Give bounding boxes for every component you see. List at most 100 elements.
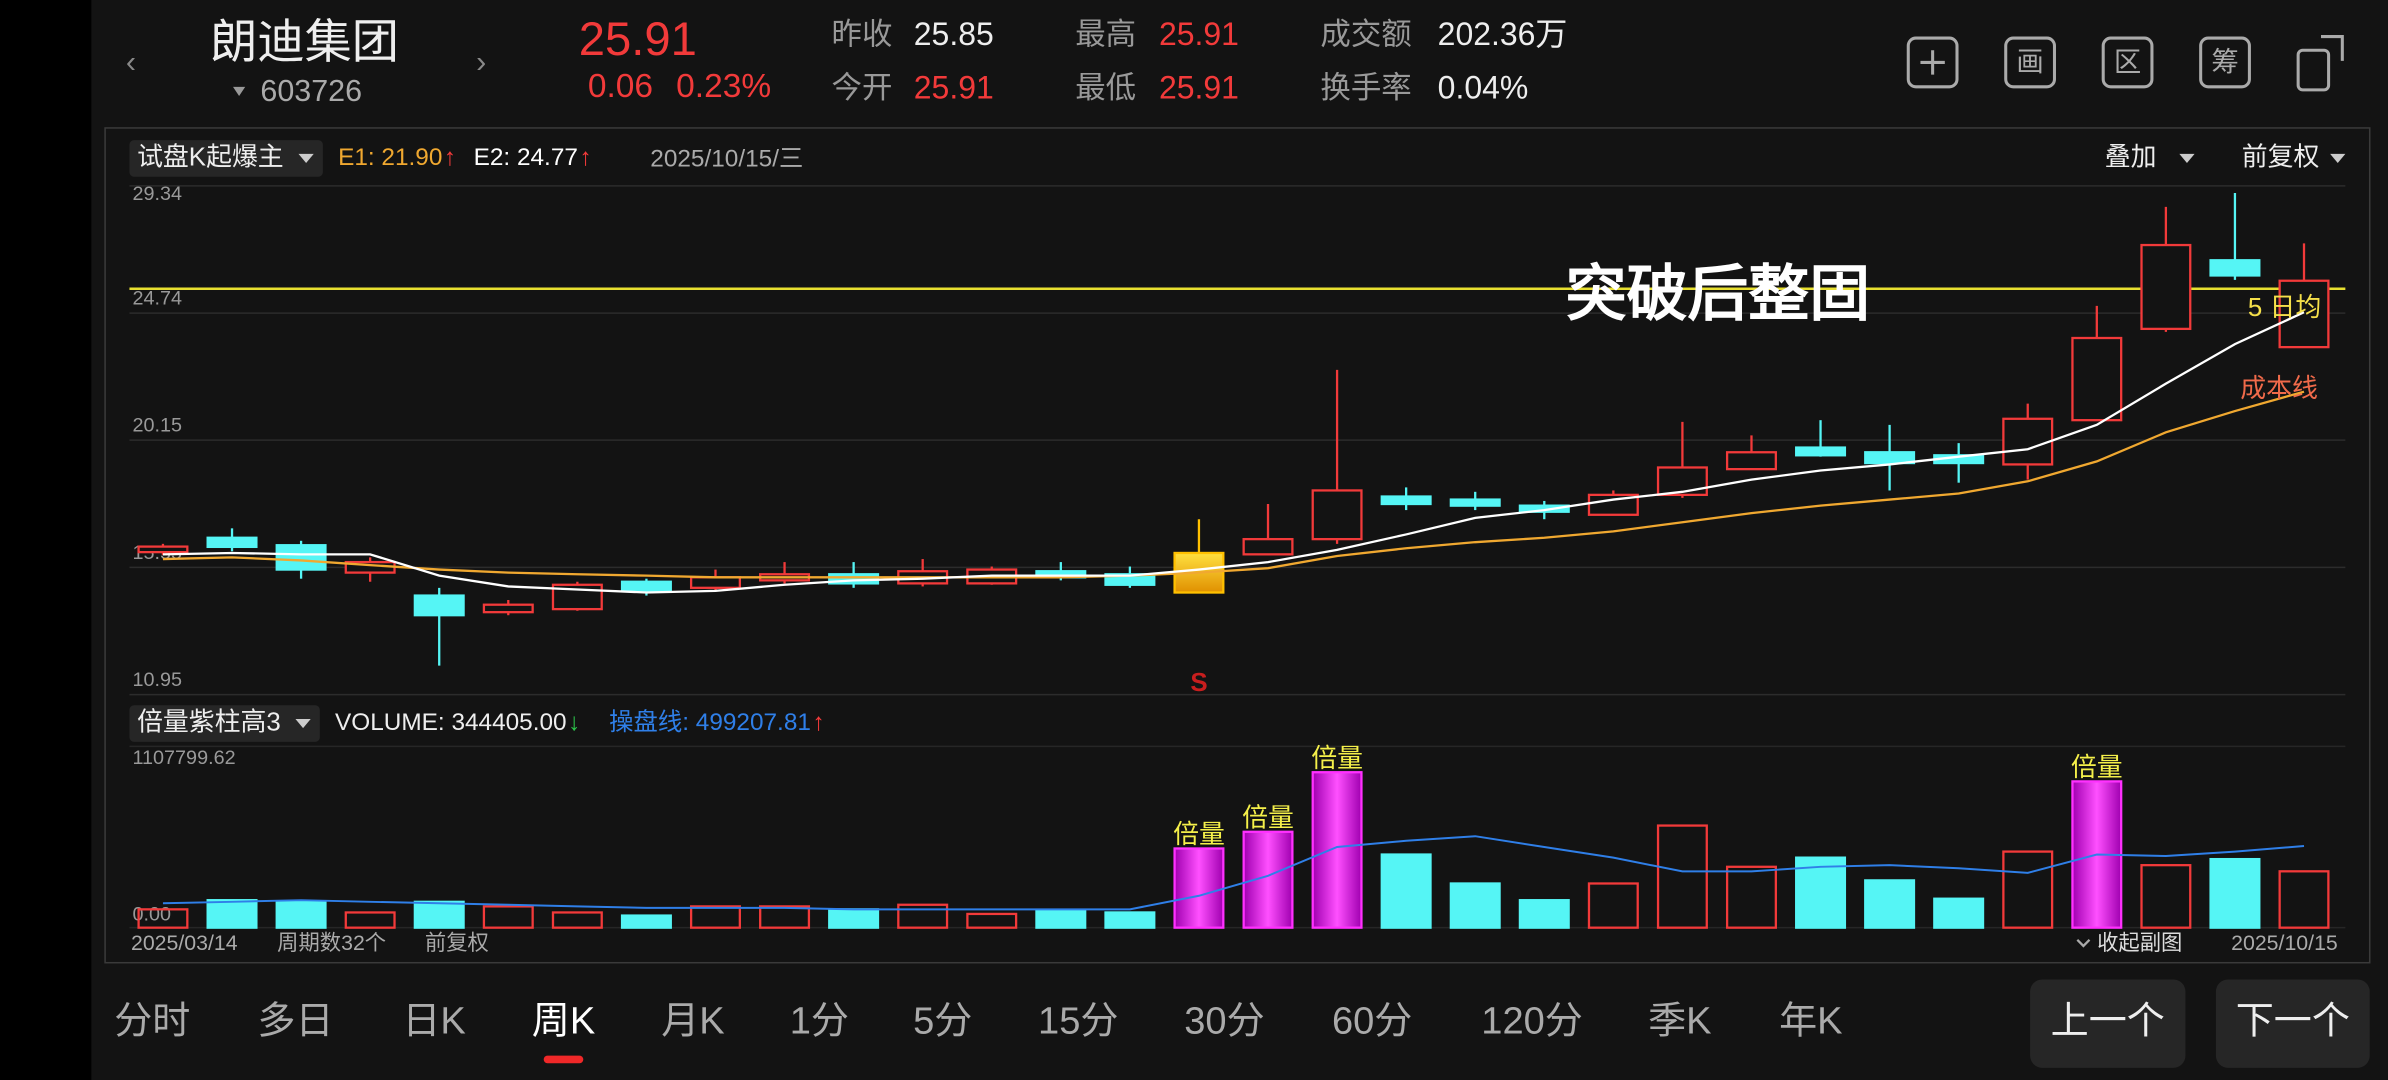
- indicator-name[interactable]: 试盘K起爆主: [137, 142, 284, 171]
- period-tab[interactable]: 60分: [1332, 1001, 1412, 1043]
- device-icon-corner: [2320, 35, 2344, 61]
- tool-icon[interactable]: [2199, 36, 2251, 89]
- volume-bar: [1380, 853, 1432, 929]
- prev-stock[interactable]: ‹: [126, 45, 136, 79]
- period-tab[interactable]: 1分: [790, 1001, 849, 1043]
- legend-entry: E2: 24.77: [474, 144, 578, 171]
- candle-body: [413, 594, 465, 617]
- overlay-caret: [2179, 153, 2195, 163]
- period-tab[interactable]: 周K: [532, 1001, 595, 1043]
- period-tab[interactable]: 分时: [114, 1001, 190, 1043]
- period-tab[interactable]: 多日: [257, 1001, 333, 1043]
- volume-bar: [828, 908, 880, 929]
- legend-arrow: ↑: [812, 709, 824, 736]
- stat-value: 25.91: [1159, 69, 1239, 105]
- legend-entry: 操盘线: 499207.81: [609, 709, 811, 736]
- candle-body: [1104, 573, 1156, 586]
- period-tab[interactable]: 月K: [661, 1001, 724, 1043]
- candle-body: [1449, 498, 1501, 507]
- volume-bar: [1656, 824, 1708, 929]
- period-tab[interactable]: 年K: [1779, 1001, 1842, 1043]
- y-tick-label: 29.34: [132, 183, 182, 205]
- stat-value: 202.36万: [1438, 16, 1568, 52]
- volume-bar: [1587, 882, 1639, 929]
- collapse-sub[interactable]: 收起副图: [2097, 931, 2182, 955]
- volume-bar: [413, 900, 465, 929]
- volume-bar: [1311, 771, 1363, 929]
- volume-bar: [1104, 911, 1156, 929]
- chart-panel: [104, 127, 2371, 964]
- line-label: 成本线: [2240, 374, 2318, 403]
- candle-body: [2209, 259, 2261, 277]
- change-pct: 0.23%: [676, 68, 771, 105]
- volume-bar: [1035, 909, 1087, 929]
- tool-label[interactable]: 区: [2114, 46, 2141, 77]
- stat-label: 今开: [832, 71, 893, 105]
- volume-bar: [1933, 897, 1985, 929]
- adjust-menu[interactable]: 前复权: [2242, 142, 2320, 171]
- volume-bar: [966, 912, 1018, 929]
- candle-body: [1656, 466, 1708, 497]
- candle-body: [1242, 537, 1294, 556]
- candle-body: [2140, 243, 2192, 331]
- nav-button-label[interactable]: 上一个: [2051, 1001, 2165, 1043]
- y-tick-label: 20.15: [132, 415, 182, 437]
- period-tab[interactable]: 120分: [1481, 1001, 1583, 1043]
- overlay-menu[interactable]: 叠加: [2105, 142, 2157, 171]
- code-caret: [233, 86, 246, 96]
- tool-label[interactable]: 画: [2016, 46, 2043, 77]
- stat-value: 0.04%: [1438, 69, 1529, 105]
- candle-body: [206, 536, 258, 549]
- volume-bar: [620, 914, 672, 929]
- period-tab[interactable]: 5分: [913, 1001, 972, 1043]
- device-icon[interactable]: [2296, 48, 2331, 92]
- ma-line: [162, 311, 2305, 594]
- indicator-box[interactable]: [129, 140, 323, 177]
- indicator-caret: [295, 718, 311, 729]
- indicator-box[interactable]: [129, 705, 320, 742]
- volume-bar: [137, 908, 189, 929]
- nav-button-label[interactable]: 下一个: [2236, 1001, 2350, 1043]
- candle-body: [1380, 495, 1432, 506]
- candle-body: [275, 544, 327, 571]
- volume-bar: [897, 903, 949, 929]
- volume-bar: [1725, 865, 1777, 929]
- candle-body: [689, 576, 741, 589]
- volume-bar: [689, 905, 741, 929]
- legend-arrow: ↑: [579, 144, 591, 171]
- stat-label: 昨收: [832, 18, 893, 52]
- tool-icon[interactable]: [2101, 36, 2154, 89]
- next-stock[interactable]: ›: [476, 45, 486, 79]
- start-date: 2025/03/14: [131, 931, 238, 955]
- period-count: 周期数32个: [277, 931, 386, 955]
- candle-body: [1311, 489, 1363, 541]
- tool-label[interactable]: 筹: [2211, 46, 2238, 77]
- volume-annotation: 倍量: [1311, 744, 1363, 773]
- volume-bar: [2278, 870, 2330, 929]
- nav-button[interactable]: [2030, 979, 2186, 1068]
- period-tab[interactable]: 日K: [402, 1001, 465, 1043]
- ma-line: [162, 390, 2305, 579]
- period-tab[interactable]: 30分: [1184, 1001, 1264, 1043]
- period-tab[interactable]: 季K: [1648, 1001, 1711, 1043]
- tab-underline: [543, 1055, 584, 1064]
- change: 0.06: [588, 68, 653, 105]
- stat-label: 成交额: [1320, 18, 1411, 52]
- chart-date: 2025/10/15/三: [650, 145, 803, 172]
- stock-code: 603726: [260, 74, 362, 108]
- period-tab[interactable]: 15分: [1038, 1001, 1118, 1043]
- end-date: 2025/10/15: [2231, 931, 2338, 955]
- nav-button[interactable]: [2215, 979, 2370, 1068]
- indicator-name[interactable]: 倍量紫柱高3: [137, 707, 281, 736]
- volume-bar: [344, 911, 396, 929]
- add-icon[interactable]: [1906, 36, 1959, 89]
- candle-body: [1864, 451, 1916, 465]
- candle-body: [482, 603, 534, 614]
- side-strip: [0, 0, 92, 1080]
- stat-label: 换手率: [1320, 71, 1411, 105]
- stat-value: 25.91: [1159, 16, 1239, 52]
- tool-icon[interactable]: [2004, 36, 2056, 89]
- y-tick-label: 1107799.62: [132, 747, 235, 769]
- stat-label: 最低: [1075, 71, 1136, 105]
